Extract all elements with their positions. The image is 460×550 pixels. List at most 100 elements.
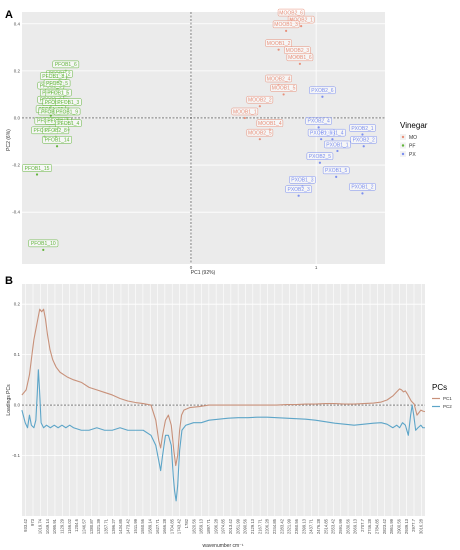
point-marker	[55, 145, 59, 148]
point-pxob2-1: PXOB2_1	[349, 124, 376, 136]
point-label: MOOB2_3	[286, 48, 310, 54]
panel-b-x-tick-label: 1897.71	[206, 518, 211, 534]
legend-label: PC2	[443, 404, 452, 409]
panel-b-x-tick-label: 1859.13	[199, 518, 204, 534]
point-marker	[297, 194, 300, 197]
point-label-box	[43, 79, 71, 87]
point-marker	[320, 138, 323, 141]
point-label: PXOB2_6	[311, 88, 333, 94]
point-marker	[321, 95, 324, 98]
panel-b-x-tick-label: 1095.91	[52, 518, 57, 534]
point-pxob2-5: PXOB2_5	[306, 152, 334, 164]
panel-a-x-tick-label: 0	[190, 265, 193, 270]
point-label-box	[270, 84, 297, 92]
panel-b-grid	[22, 284, 425, 516]
panel-b-x-tick-label: 1019.74	[38, 518, 43, 534]
legend-item-pc1: PC1	[432, 396, 452, 401]
point-pxob2-6: PXOB2_6	[309, 86, 336, 98]
panel-b-x-tick-label: 1246.57	[81, 518, 86, 534]
point-marker	[362, 145, 365, 148]
point-marker	[277, 48, 280, 51]
point-marker	[335, 175, 338, 178]
panel-b-x-tick-label: 3016.28	[419, 518, 424, 534]
panel-b-x-tick-label: 2437.71	[309, 518, 314, 534]
panel-b-x-tick-label: 2746.28	[367, 518, 372, 534]
point-label: MOOB1_1	[233, 109, 257, 115]
point-label-box	[272, 20, 300, 29]
point-label-box	[52, 60, 80, 69]
panel-b-y-axis-label: Loadings PCs	[6, 384, 12, 416]
panel-b-y-tick-label: -0.1	[12, 453, 20, 458]
point-pxob1-6: PXOB1_6	[307, 128, 335, 141]
point-marker	[285, 29, 288, 32]
panel-a-y-tick-label: 0.4	[14, 21, 21, 26]
point-label: PFOB1_6	[55, 62, 77, 68]
point-label: PXOB2_3	[288, 187, 310, 193]
point-label: PXOB2_5	[309, 154, 331, 160]
panel-b-x-tick-label: 1704.85	[169, 518, 174, 534]
panel-b-x-tick-label: 2939.13	[404, 518, 409, 534]
point-label-box	[285, 185, 312, 193]
point-pxob1-3: PXOB1_3	[289, 176, 316, 188]
point-moob1-1: MOOB1_1	[231, 107, 259, 120]
point-label: PFOB1_10	[31, 241, 56, 247]
panel-b-x-tick-label: 1782	[184, 518, 189, 528]
point-marker	[331, 138, 334, 141]
point-label-box	[28, 239, 59, 248]
panel-b-x-tick-label: 2129.13	[250, 518, 255, 534]
panel-a-y-tick-label: -0.2	[12, 163, 20, 168]
point-label: PXOB1_6	[310, 130, 332, 136]
point-marker	[35, 173, 39, 176]
panel-b-x-tick-label: 2090.56	[243, 518, 248, 534]
panel-b-x-ticks: 933.42 973 1019.74 1049.14 1095.91 1129.29 116…	[23, 518, 424, 534]
point-label: PFOB1_14	[45, 138, 70, 144]
point-pxob1-2: PXOB1_2	[349, 183, 376, 195]
point-moob2-2: MOOB2_2	[246, 95, 274, 108]
panel-b-x-tick-label: 1511.99	[133, 518, 138, 533]
panel-b-x-tick-label: 2283.42	[279, 518, 284, 534]
legend-item-mo: MO	[400, 134, 417, 141]
panel-b-x-tick-label: 1743.42	[177, 518, 182, 534]
panel-b-y-tick-label: 0.0	[14, 403, 21, 408]
point-pxob1-1: PXOB1_1	[324, 140, 351, 153]
panel-b-x-tick-label: 2051.99	[235, 518, 240, 534]
point-label: MOOB1_6	[288, 55, 312, 61]
panel-b-x-tick-label: 2399.13	[301, 518, 306, 534]
panel-b-y-tick-label: 0.2	[14, 302, 21, 307]
panel-b-x-tick-label: 2321.99	[287, 518, 292, 534]
point-moob2-5: MOOB2_5	[246, 128, 274, 141]
panel-a-letter: A	[5, 9, 13, 21]
point-label-box	[22, 164, 52, 172]
point-pxob2-3: PXOB2_3	[285, 185, 312, 197]
point-label-box	[42, 126, 70, 135]
panel-a-y-tick-label: 0.2	[14, 68, 21, 73]
point-pxob1-5: PXOB1_5	[322, 166, 350, 178]
point-moob2-4: MOOB2_4	[265, 74, 292, 87]
panel-b-x-tick-label: 2669.13	[353, 518, 358, 534]
panel-a-y-axis-label: PC2 (6%)	[6, 129, 12, 151]
panel-a-x-tick-label: 1	[315, 265, 318, 270]
panel-a-y-tick-label: 0.0	[14, 115, 21, 120]
panel-b-x-tick-label: 2861.99	[389, 518, 394, 534]
legend-label: MO	[409, 135, 417, 141]
point-label-box	[55, 98, 82, 106]
panel-a-legend: Vinegar MO PF PX	[400, 121, 428, 158]
point-label: PFOB2_5	[46, 81, 68, 87]
point-pxob2-2: PXOB2_2	[350, 135, 378, 148]
point-label-box	[349, 124, 376, 132]
point-label-box	[322, 166, 350, 175]
point-label: MOOB2_6	[279, 10, 303, 16]
panel-b-x-tick-label: 1434.85	[118, 518, 123, 534]
panel-b-x-tick-label: 2591.99	[338, 518, 343, 534]
panel-a-x-axis-label: PC1 (92%)	[191, 270, 216, 276]
panel-b-x-tick-label: 1357.71	[103, 518, 108, 534]
series-line-pc1	[21, 308, 426, 467]
point-label: PXOB2_2	[353, 138, 375, 144]
point-marker	[300, 25, 303, 28]
panel-b-x-tick-label: 2630.56	[345, 518, 350, 534]
panel-b-x-tick-label: 1666.28	[162, 518, 167, 534]
legend-marker	[401, 144, 405, 147]
panel-b-x-tick-label: 1321.39	[96, 518, 101, 534]
panel-b-x-tick-label: 1936.28	[213, 518, 218, 534]
